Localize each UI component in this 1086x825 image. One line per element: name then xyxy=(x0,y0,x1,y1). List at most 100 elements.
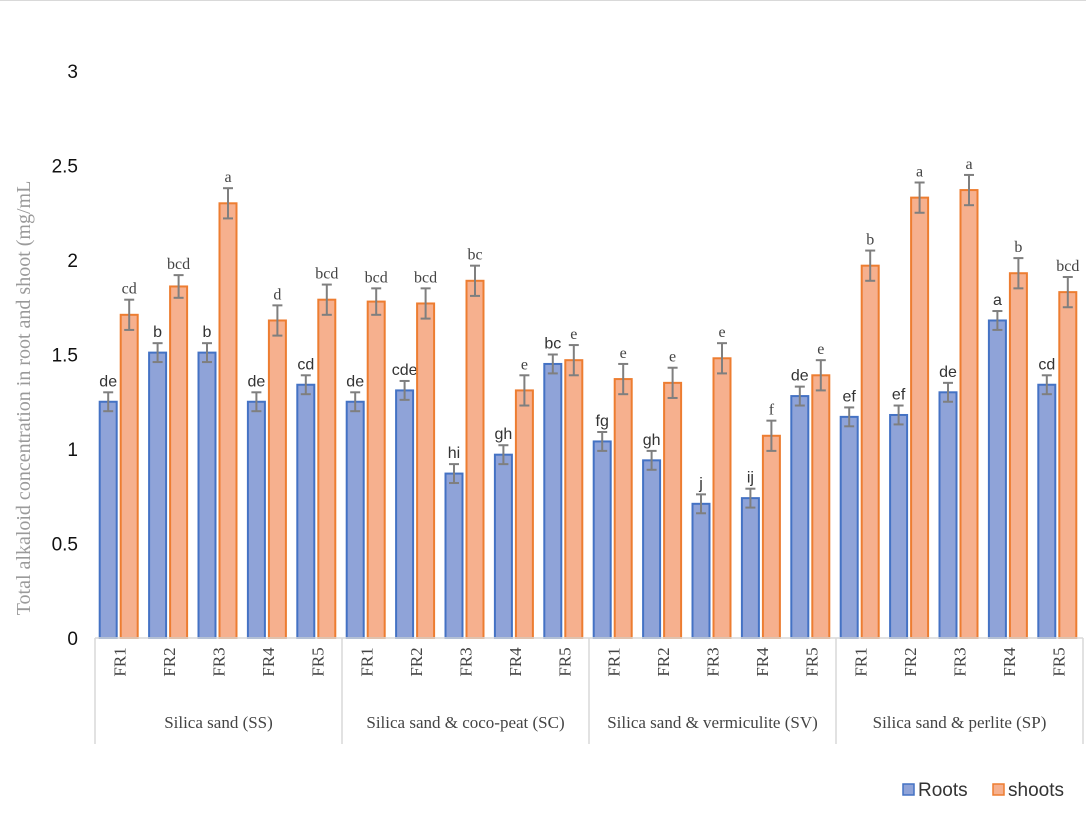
error-bar xyxy=(745,487,756,509)
bar-shoots xyxy=(811,374,831,639)
significance-label: e xyxy=(521,356,528,373)
significance-label: bcd xyxy=(414,269,437,286)
x-tick-label: FR4 xyxy=(1000,647,1019,677)
significance-label: e xyxy=(570,326,577,343)
bar-shoots xyxy=(860,264,880,639)
error-bar xyxy=(992,310,1003,331)
group-label: Silica sand & coco-peat (SC) xyxy=(366,713,564,732)
bar-shoots xyxy=(712,357,732,639)
legend-label: shoots xyxy=(1008,780,1064,801)
bar-roots xyxy=(493,453,513,640)
error-bar xyxy=(1062,276,1073,309)
significance-label: b xyxy=(866,232,874,249)
bar-roots xyxy=(839,415,859,639)
significance-label: cd xyxy=(122,281,137,298)
bar-roots xyxy=(889,413,909,640)
error-bar xyxy=(300,374,311,396)
significance-label: a xyxy=(993,292,1002,309)
bar-shoots xyxy=(119,313,139,639)
significance-label: de xyxy=(99,373,117,390)
legend-swatch xyxy=(902,783,915,796)
error-bar xyxy=(173,274,184,299)
error-bar xyxy=(498,444,509,466)
error-bar xyxy=(350,391,361,413)
error-bar xyxy=(399,379,410,401)
bar-shoots xyxy=(761,434,781,639)
error-bar xyxy=(202,342,212,364)
y-tick-label: 0.5 xyxy=(52,535,78,556)
significance-label: ef xyxy=(843,388,857,405)
x-tick-label: FR1 xyxy=(358,647,377,676)
bar-roots xyxy=(592,440,612,639)
legend-item: Roots xyxy=(902,780,968,801)
significance-label: de xyxy=(248,373,266,390)
significance-label: a xyxy=(916,164,923,181)
x-tick-label: FR3 xyxy=(457,647,476,676)
significance-label: gh xyxy=(643,432,661,449)
significance-label: bc xyxy=(544,336,561,353)
error-bar xyxy=(865,249,876,282)
error-bar xyxy=(893,404,904,426)
error-bar xyxy=(943,381,953,403)
x-tick-label: FR5 xyxy=(555,647,574,676)
bar-roots xyxy=(395,389,415,639)
significance-label: de xyxy=(791,368,809,385)
group-label: Silica sand & perlite (SP) xyxy=(873,713,1047,732)
bar-shoots xyxy=(910,196,930,639)
error-bar xyxy=(696,493,706,515)
legend: Roots shoots xyxy=(902,780,1064,801)
bar-roots xyxy=(1037,383,1057,639)
bar-roots xyxy=(740,497,760,640)
significance-label: e xyxy=(620,345,627,362)
bar-shoots xyxy=(514,389,534,639)
significance-label: cde xyxy=(392,362,418,379)
bar-shoots xyxy=(218,202,238,640)
y-tick-label: 0 xyxy=(67,629,78,650)
error-bar xyxy=(646,449,657,471)
x-tick-label: FR5 xyxy=(802,647,821,676)
x-tick-label: FR4 xyxy=(753,647,772,677)
significance-label: bcd xyxy=(167,256,190,273)
legend-swatch xyxy=(992,783,1005,796)
bar-shoots xyxy=(663,381,683,639)
bar-shoots xyxy=(613,378,633,639)
x-tick-label: FR4 xyxy=(506,647,525,677)
error-bar xyxy=(103,391,114,413)
error-bar xyxy=(844,406,855,428)
x-tick-label: FR5 xyxy=(308,647,327,676)
error-bar xyxy=(914,181,925,214)
y-tick-label: 2 xyxy=(67,251,78,272)
bar-shoots xyxy=(317,298,337,639)
legend-item: shoots xyxy=(992,780,1064,801)
error-bar xyxy=(815,359,826,392)
significance-label: e xyxy=(669,349,676,366)
significance-label: fg xyxy=(596,413,609,430)
x-tick-label: FR3 xyxy=(704,647,723,676)
bar-roots xyxy=(444,472,464,639)
error-bar xyxy=(449,463,459,485)
significance-label: bcd xyxy=(1056,258,1079,275)
group-label: Silica sand & vermiculite (SV) xyxy=(607,713,818,732)
error-bar xyxy=(251,391,262,413)
bar-shoots xyxy=(416,302,436,639)
bar-roots xyxy=(148,351,168,639)
bar-roots xyxy=(938,391,958,639)
x-tick-label: FR1 xyxy=(852,647,871,676)
error-bar xyxy=(1041,374,1052,396)
bar-roots xyxy=(345,400,365,639)
bar-shoots xyxy=(366,300,386,639)
y-axis-label: Total alkaloid concentration in root and… xyxy=(13,181,35,616)
error-bar xyxy=(766,419,777,452)
x-tick-label: FR1 xyxy=(605,647,624,676)
error-bar xyxy=(371,287,382,316)
bar-roots xyxy=(98,400,118,639)
significance-label: ef xyxy=(892,387,906,404)
significance-label: de xyxy=(346,373,364,390)
significance-label: gh xyxy=(495,426,513,443)
significance-label: bcd xyxy=(365,269,388,286)
legend-label: Roots xyxy=(918,780,968,801)
y-tick-label: 3 xyxy=(67,62,78,83)
significance-label: hi xyxy=(448,445,460,462)
